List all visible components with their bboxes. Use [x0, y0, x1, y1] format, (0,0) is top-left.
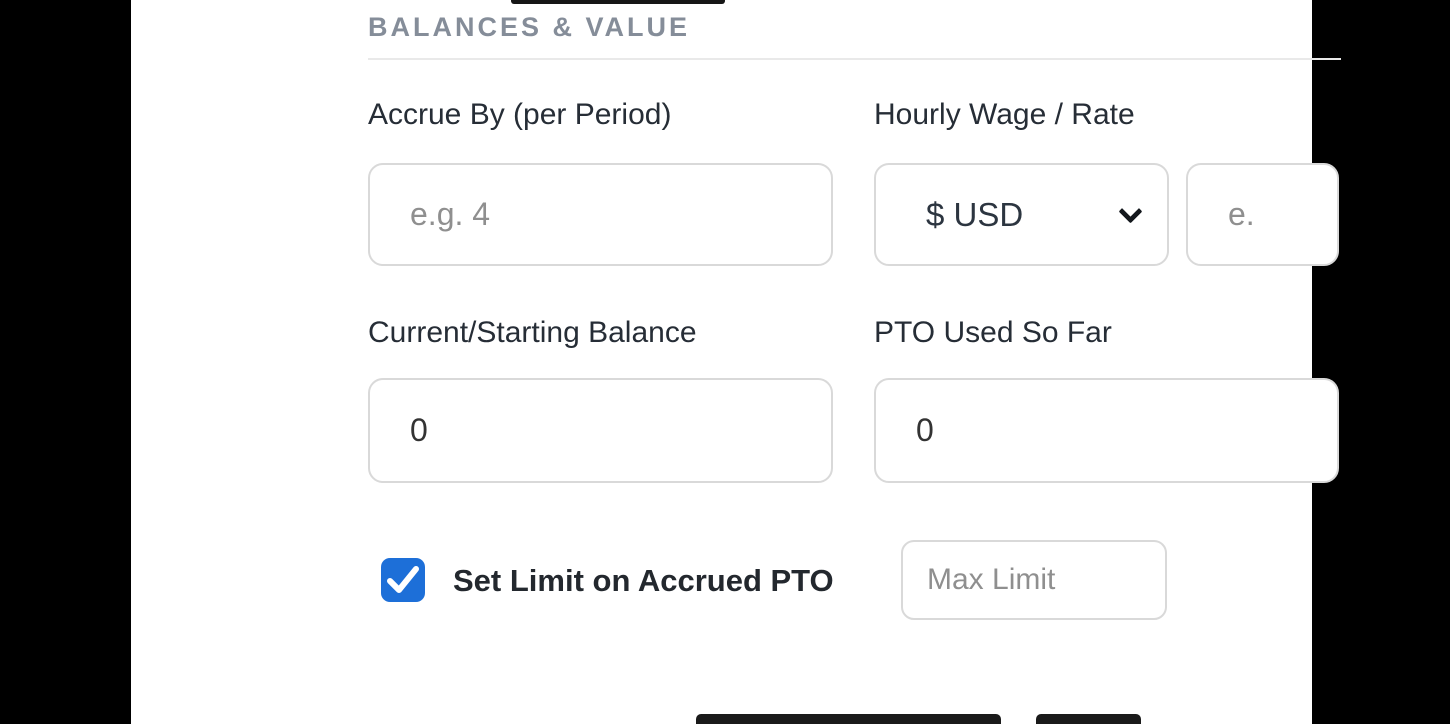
current-balance-label: Current/Starting Balance [368, 316, 697, 349]
current-balance-input[interactable] [368, 378, 833, 483]
pto-used-input[interactable] [874, 378, 1339, 483]
form-panel: BALANCES & VALUE Accrue By (per Period) … [131, 0, 1341, 724]
clipped-button-fragment[interactable] [1036, 714, 1141, 724]
set-limit-label[interactable]: Set Limit on Accrued PTO [453, 563, 834, 598]
currency-select-value: $ USD [926, 195, 1024, 233]
hourly-wage-label: Hourly Wage / Rate [874, 98, 1135, 131]
checkmark-icon [387, 566, 419, 593]
chevron-down-icon [1118, 199, 1143, 224]
currency-select[interactable]: $ USD [874, 163, 1169, 266]
set-limit-checkbox[interactable] [381, 558, 425, 602]
clipped-button-fragment[interactable] [696, 714, 1001, 724]
hourly-rate-input[interactable] [1186, 163, 1339, 266]
accrue-by-input[interactable] [368, 163, 833, 266]
section-divider [368, 58, 1341, 60]
max-limit-input[interactable] [901, 540, 1167, 620]
accrue-by-label: Accrue By (per Period) [368, 98, 672, 131]
section-title: BALANCES & VALUE [368, 12, 691, 42]
pto-used-label: PTO Used So Far [874, 316, 1112, 349]
clipped-element-above [511, 0, 725, 4]
